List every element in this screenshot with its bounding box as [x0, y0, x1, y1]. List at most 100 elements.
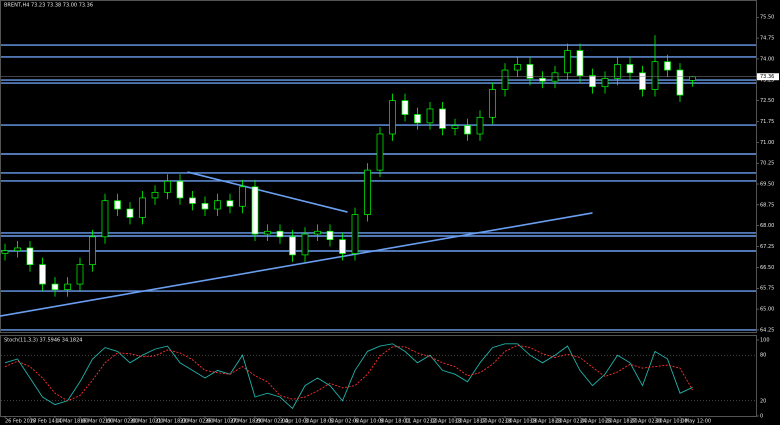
candle-body	[151, 192, 159, 199]
candle-body	[89, 236, 96, 265]
candle-body	[39, 264, 46, 285]
y-tick-label: 69.50	[760, 182, 774, 188]
x-tick-label: 13 Apr 18:00	[455, 419, 488, 425]
candle-body	[14, 247, 21, 252]
candle-body	[639, 72, 646, 90]
x-tick-label: 29 Mar 02:00	[255, 419, 288, 425]
y-tick-label: 65.00	[760, 307, 774, 313]
y-tick-label: 70.25	[760, 161, 774, 167]
y-tick-label: 74.75	[760, 36, 774, 42]
candle-body	[489, 89, 496, 118]
candle-body	[76, 264, 84, 285]
y-tick-label: 66.50	[760, 265, 774, 271]
indicator-tick-label: 20	[760, 398, 766, 404]
indicator-tick-label: 80	[760, 353, 766, 359]
x-tick-label: 26 Mar 10:00	[205, 419, 238, 425]
x-tick-label: 23 Mar 02:00	[180, 419, 213, 425]
candle-body	[589, 75, 596, 88]
x-tick-label: 27 Mar 18:00	[230, 419, 263, 425]
candle-body	[664, 61, 671, 71]
x-tick-label: 5 Apr 02:00	[330, 419, 359, 425]
candle-body	[526, 64, 534, 79]
current-price-box	[757, 73, 779, 81]
x-tick-label: 21 Mar 18:00	[155, 419, 188, 425]
x-tick-label: 14 Mar 18:00	[55, 419, 88, 425]
candle-body	[114, 200, 121, 210]
candle-body	[314, 230, 321, 235]
candle-body	[426, 108, 434, 124]
y-tick-label: 75.50	[760, 15, 774, 21]
candle-body	[626, 64, 634, 74]
candle-body	[401, 100, 409, 115]
x-tick-label: 26 Feb 2018	[5, 419, 36, 425]
y-tick-label: 71.75	[760, 119, 774, 125]
candle-body	[176, 180, 184, 199]
candle-body	[339, 239, 346, 254]
y-tick-label: 64.25	[760, 327, 774, 333]
candle-body	[301, 233, 309, 256]
candle-body	[276, 230, 284, 238]
x-tick-label: 3 Apr 18:00	[305, 419, 334, 425]
candle-body	[389, 100, 396, 135]
x-tick-label: 23 Apr 02:00	[555, 419, 588, 425]
candle-body	[651, 61, 659, 90]
candle-body	[551, 72, 559, 82]
x-tick-label: 20 Mar 10:00	[130, 419, 163, 425]
indicator-panel-frame	[0, 335, 757, 417]
x-tick-label: 27 Feb 14:00	[30, 419, 63, 425]
candle-body	[251, 186, 259, 235]
candle-body	[689, 76, 696, 81]
candle-body	[126, 208, 134, 218]
x-tick-label: 6 Apr 10:00	[355, 419, 384, 425]
y-tick-label: 73.25	[760, 77, 774, 83]
candle-body	[539, 78, 546, 82]
candle-body	[439, 108, 446, 129]
chart-title: BRENT,H4 73.23 73.38 73.00 73.36	[4, 3, 93, 9]
candle-body	[26, 247, 34, 265]
candle-body	[601, 78, 609, 88]
candle-body	[289, 236, 296, 256]
x-tick-label: 1 May 12:00	[680, 419, 711, 425]
candle-body	[451, 125, 459, 129]
candle-body	[226, 200, 234, 207]
candle-body	[514, 64, 521, 71]
current-price-label: 73.36	[760, 74, 774, 80]
y-tick-label: 74.00	[760, 56, 774, 62]
x-tick-label: 30 Apr 10:00	[655, 419, 688, 425]
indicator-tick-label: 100	[760, 338, 770, 344]
candle-body	[139, 197, 146, 218]
candle-body	[51, 283, 59, 290]
x-tick-label: 24 Apr 10:00	[580, 419, 613, 425]
x-tick-label: 16 Mar 02:00	[80, 419, 113, 425]
candle-body	[501, 69, 509, 90]
candle-body	[64, 283, 71, 290]
indicator-tick-label: 0	[760, 414, 763, 420]
candle-body	[576, 50, 584, 76]
y-tick-label: 72.50	[760, 98, 774, 104]
candle-body	[1, 250, 9, 254]
candle-body	[264, 230, 271, 235]
candle-body	[364, 169, 371, 215]
y-tick-label: 68.75	[760, 202, 774, 208]
candle-body	[201, 203, 209, 210]
x-tick-label: 12 Apr 10:00	[430, 419, 463, 425]
trend-line	[187, 171, 348, 213]
y-tick-label: 67.25	[760, 244, 774, 250]
candle-body	[676, 69, 684, 96]
candle-body	[464, 125, 471, 135]
x-tick-label: 9 Apr 18:00	[380, 419, 409, 425]
candle-body	[351, 214, 359, 254]
candle-body	[414, 114, 421, 124]
candle-body	[376, 133, 384, 171]
x-tick-label: 17 Apr 02:00	[480, 419, 513, 425]
x-tick-label: 18 Apr 10:00	[505, 419, 538, 425]
x-tick-label: 19 Mar 02:00	[105, 419, 138, 425]
indicator-signal-line	[4, 344, 693, 402]
y-tick-label: 68.00	[760, 223, 774, 229]
y-tick-label: 65.75	[760, 286, 774, 292]
trend-line	[0, 212, 593, 317]
x-tick-label: 19 Apr 18:00	[530, 419, 563, 425]
y-tick-label: 71.00	[760, 140, 774, 146]
